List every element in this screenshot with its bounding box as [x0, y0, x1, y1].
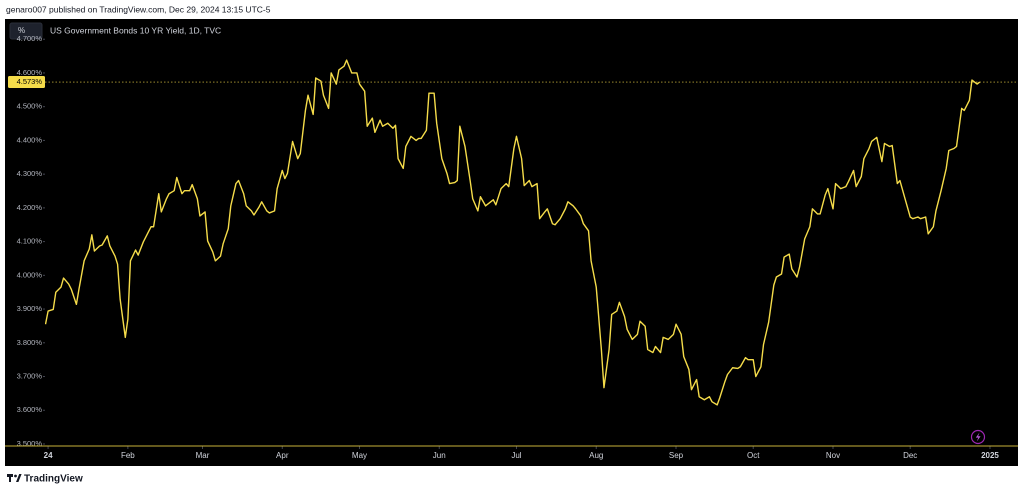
y-tick-label: 3.900%: [17, 304, 43, 313]
publish-header: genaro007 published on TradingView.com, …: [6, 4, 271, 14]
x-tick-label: Feb: [121, 451, 135, 460]
yield-line: [45, 59, 981, 406]
chart-title: US Government Bonds 10 YR Yield, 1D, TVC: [50, 25, 221, 35]
y-tick-label: 4.300%: [17, 169, 43, 178]
x-tick-label: Jun: [433, 451, 446, 460]
flash-icon[interactable]: [970, 429, 986, 445]
x-tick-label: Dec: [903, 451, 917, 460]
x-tick-label: Mar: [196, 451, 210, 460]
y-tick-label: 4.700%: [17, 34, 43, 43]
x-tick-label: Oct: [747, 451, 760, 460]
x-tick-label: May: [352, 451, 367, 460]
x-tick-label: Aug: [589, 451, 603, 460]
unit-button-label[interactable]: %: [18, 26, 25, 35]
brand-name: TradingView: [24, 474, 83, 485]
x-tick-label: 24: [44, 451, 53, 460]
y-tick-label: 4.500%: [17, 102, 43, 111]
last-price-badge: [8, 76, 45, 89]
y-tick-label: 4.200%: [17, 203, 43, 212]
y-tick-label: 3.800%: [17, 338, 43, 347]
x-tick-label: Jul: [511, 451, 521, 460]
y-tick-label: 4.100%: [17, 237, 43, 246]
y-tick-label: 4.000%: [17, 270, 43, 279]
brand-logo: [7, 474, 22, 482]
y-tick-label: 3.500%: [17, 439, 43, 448]
unit-button[interactable]: [9, 22, 43, 40]
last-price-label: 4.573%: [17, 77, 43, 86]
y-tick-label: 4.600%: [17, 68, 43, 77]
y-tick-label: 3.700%: [17, 372, 43, 381]
flash-icon-bolt: [975, 432, 981, 442]
x-tick-label: Nov: [826, 451, 840, 460]
x-tick-label: Apr: [276, 451, 289, 460]
x-tick-label: Sep: [669, 451, 684, 460]
y-tick-label: 4.400%: [17, 135, 43, 144]
x-tick-label: 2025: [981, 451, 999, 460]
y-tick-label: 3.600%: [17, 405, 43, 414]
chart-background: [5, 19, 1018, 466]
